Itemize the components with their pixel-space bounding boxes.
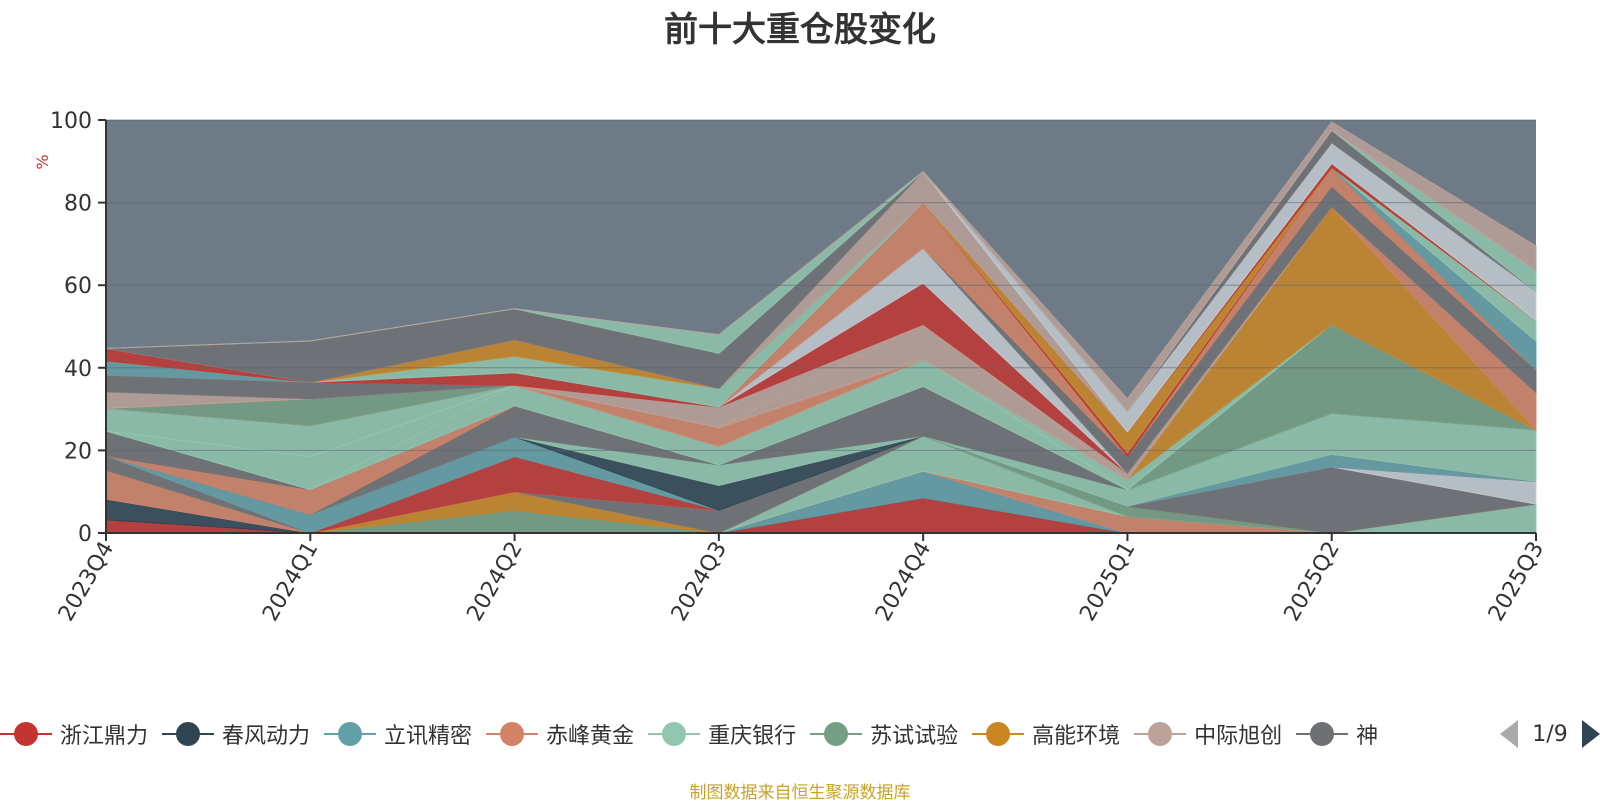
legend-marker-icon <box>810 722 863 746</box>
legend-marker-icon <box>972 722 1025 746</box>
chart-title: 前十大重仓股变化 <box>664 10 936 50</box>
pager-next-icon[interactable] <box>1582 720 1600 748</box>
source-note: 制图数据来自恒生聚源数据库 <box>689 783 911 803</box>
y-tick-label-4: 80 <box>64 192 92 217</box>
y-tick-label-1: 20 <box>64 439 92 464</box>
legend-item[interactable]: 神 <box>1296 716 1378 752</box>
legend-marker-icon <box>1134 722 1187 746</box>
chart-plot: 0 20 40 60 80 100% 2023Q4 2024Q1 2024Q2 2024Q3 202… <box>33 109 1549 626</box>
legend-label: 春风动力 <box>222 724 311 749</box>
legend-label: 苏试试验 <box>870 724 959 749</box>
x-tick-label-5: 2025Q1 <box>1075 538 1140 626</box>
legend-item[interactable]: 高能环境 <box>972 716 1120 752</box>
x-tick-label-4: 2024Q4 <box>871 538 936 626</box>
legend-marker-icon <box>324 722 377 746</box>
legend-item[interactable]: 立讯精密 <box>324 716 472 752</box>
legend-item[interactable]: 赤峰黄金 <box>486 716 634 752</box>
legend-marker-icon <box>648 722 701 746</box>
legend-marker-icon <box>0 722 52 746</box>
legend-label: 立讯精密 <box>384 724 473 749</box>
y-tick-label-3: 60 <box>64 274 92 299</box>
legend-label: 中际旭创 <box>1194 724 1283 749</box>
pager-text: 1/9 <box>1532 721 1568 747</box>
legend-marker-icon <box>1296 722 1349 746</box>
y-tick-label-5: 100 <box>50 109 92 134</box>
x-tick-label-6: 2025Q2 <box>1280 538 1345 626</box>
chart-legend: 浙江鼎力 春风动力 立讯精密 赤峰黄金 重庆银行 苏试试验 高能环境 中际旭创 神 <box>0 716 1500 752</box>
series-area-40 <box>105 121 1537 413</box>
legend-label: 浙江鼎力 <box>60 724 149 749</box>
x-tick-label-3: 2024Q3 <box>667 538 732 626</box>
x-tick-label-0: 2023Q4 <box>54 538 119 626</box>
x-tick-label-2: 2024Q2 <box>462 538 527 626</box>
legend-pager: 1/9 <box>1500 716 1600 752</box>
legend-item[interactable]: 浙江鼎力 <box>0 716 148 752</box>
legend-label: 神 <box>1356 724 1379 749</box>
legend-item[interactable]: 春风动力 <box>162 716 310 752</box>
pager-prev-icon[interactable] <box>1500 720 1518 748</box>
legend-item[interactable]: 中际旭创 <box>1134 716 1282 752</box>
legend-label: 高能环境 <box>1032 724 1121 749</box>
legend-marker-icon <box>486 722 539 746</box>
legend-item[interactable]: 苏试试验 <box>810 716 958 752</box>
y-axis-label: % <box>33 154 52 169</box>
legend-marker-icon <box>162 722 215 746</box>
legend-item[interactable]: 重庆银行 <box>648 716 796 752</box>
legend-label: 赤峰黄金 <box>546 724 635 749</box>
legend-label: 重庆银行 <box>708 724 797 749</box>
x-tick-label-1: 2024Q1 <box>258 538 323 626</box>
y-tick-label-0: 0 <box>78 522 92 547</box>
x-tick-label-7: 2025Q3 <box>1484 538 1549 626</box>
y-tick-label-2: 40 <box>64 357 92 382</box>
